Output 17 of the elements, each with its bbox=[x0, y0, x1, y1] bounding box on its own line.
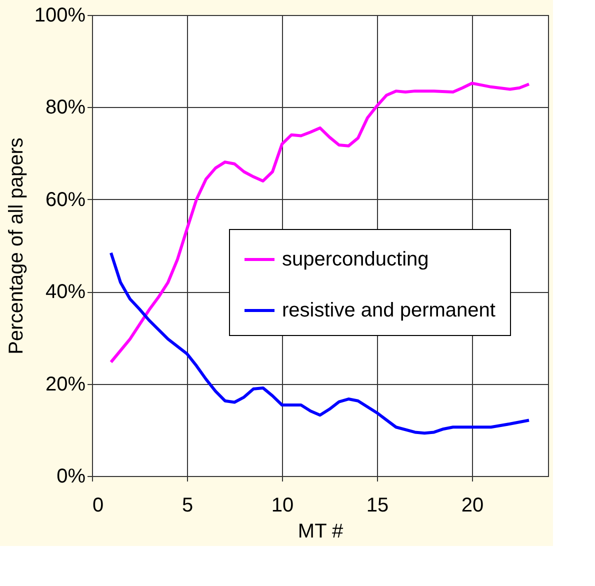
y-tick-label: 80% bbox=[45, 96, 86, 119]
x-tick-label: 15 bbox=[366, 494, 389, 516]
x-axis-title: MT # bbox=[298, 520, 344, 542]
line-series bbox=[110, 82, 530, 364]
y-tick-label: 60% bbox=[45, 188, 86, 211]
x-tick-label: 5 bbox=[182, 494, 194, 516]
y-tick-label: 0% bbox=[56, 466, 86, 488]
legend-label: superconducting bbox=[282, 248, 429, 270]
x-tick-label: 10 bbox=[271, 494, 294, 516]
line-series bbox=[110, 251, 530, 435]
y-tick-label: 40% bbox=[45, 281, 86, 304]
legend-label: resistive and permanent bbox=[282, 300, 496, 322]
x-tick-label: 0 bbox=[92, 494, 104, 516]
y-axis-title: Percentage of all papers bbox=[5, 138, 28, 354]
x-tick-label: 20 bbox=[461, 494, 484, 516]
y-tick-label: 20% bbox=[45, 373, 86, 396]
y-tick-label: 100% bbox=[34, 4, 86, 26]
